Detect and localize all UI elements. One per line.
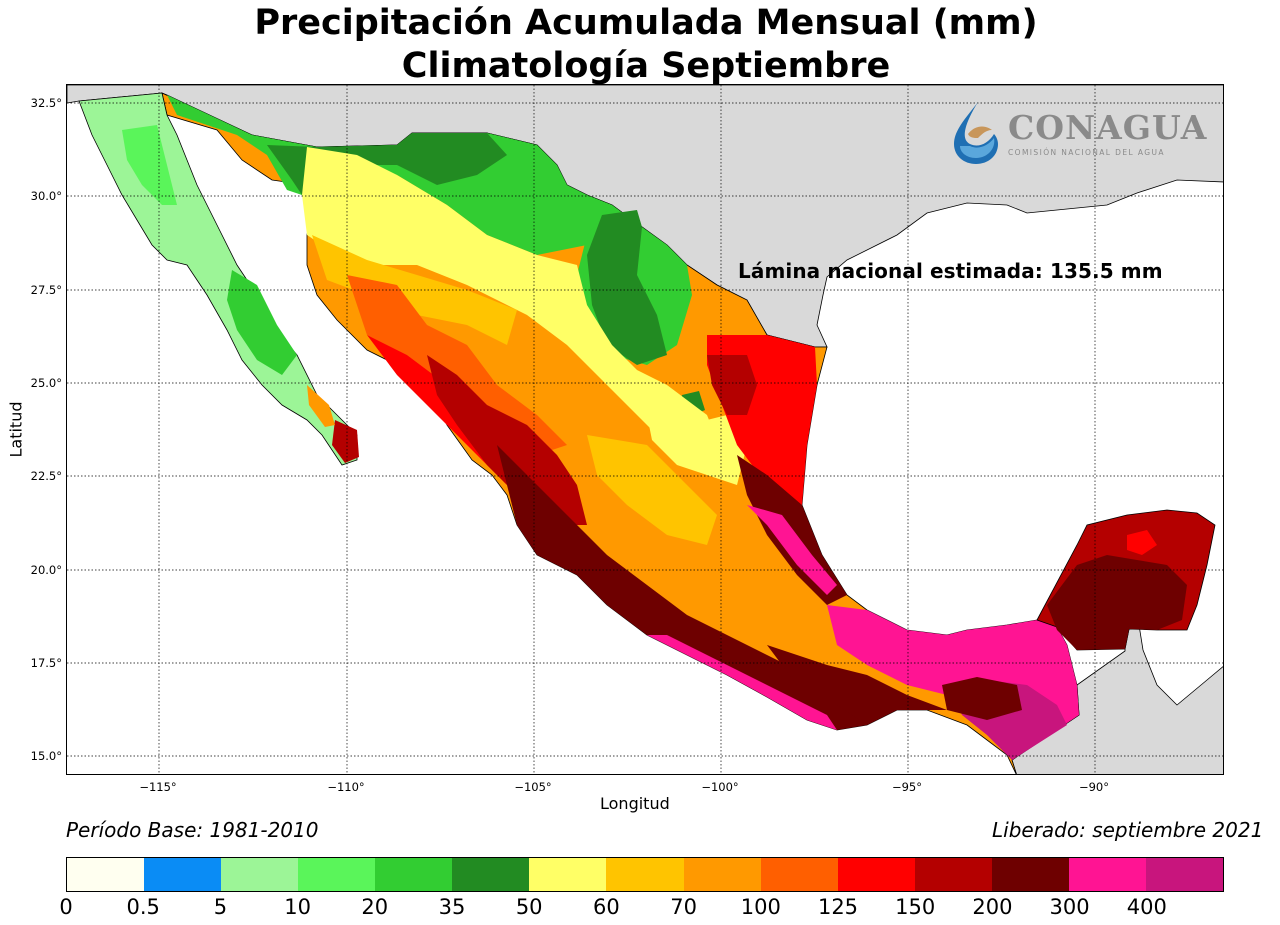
oaxaca-maroon-zone [767, 645, 947, 725]
lat-tick: 27.5° [30, 283, 62, 297]
colorbar-tick-label: 125 [817, 895, 859, 919]
colorbar-tick-label: 400 [1126, 895, 1167, 919]
colorbar-segment [1068, 858, 1146, 891]
colorbar-tick-label: 60 [593, 895, 620, 919]
chiapas-maroon-spot [942, 677, 1022, 720]
lat-tick: 17.5° [30, 656, 62, 670]
colorbar-segment [375, 858, 453, 891]
colorbar-tick-label: 70 [670, 895, 697, 919]
map-frame [66, 84, 1224, 775]
baja-south-dry [227, 270, 297, 375]
colorbar-segment [298, 858, 376, 891]
colorbar-segment [529, 858, 607, 891]
colorbar-segment [452, 858, 530, 891]
colorbar-segment [914, 858, 992, 891]
colorbar-segment [683, 858, 761, 891]
colorbar-segment [991, 858, 1069, 891]
colorbar-segment [837, 858, 915, 891]
lon-tick: −90° [1078, 780, 1110, 794]
colorbar-tick-label: 35 [438, 895, 466, 919]
colorbar-tick-label: 0 [59, 895, 73, 919]
yucatan-red-spot [1127, 530, 1157, 555]
logo-subtitle: COMISIÓN NACIONAL DEL AGUA [1008, 148, 1165, 157]
colorbar-tick-label: 200 [972, 895, 1013, 919]
sierra-madre-orange [347, 275, 567, 455]
conagua-water-drop-logo-icon [954, 102, 998, 164]
lon-tick: −110° [327, 780, 365, 794]
central-plateau-yellow [647, 415, 747, 485]
gulf-darkred-zone [707, 355, 757, 415]
lon-tick: −115° [139, 780, 177, 794]
y-axis-label: Latitud [6, 401, 26, 458]
national-estimate-label: Lámina nacional estimada: 135.5 mm [738, 259, 1163, 283]
colorbar-segment [1145, 858, 1223, 891]
west-coast-maroon [497, 445, 867, 730]
colorbar-tick-label: 20 [361, 895, 389, 919]
sonora-darkgreen-band [267, 133, 507, 195]
guerrero-pink-zone [647, 635, 837, 730]
colorbar-segment [144, 858, 222, 891]
yucatan-maroon-zone [1047, 555, 1187, 650]
colorbar-tick-label: 100 [740, 895, 781, 919]
colorbar-segment [606, 858, 684, 891]
lon-tick: −95° [891, 780, 923, 794]
baja-wet-green [122, 125, 177, 205]
colorbar-tick-label: 5 [213, 895, 228, 919]
lat-tick: 30.0° [30, 189, 62, 203]
lon-tick: −105° [514, 780, 552, 794]
colorbar-tick-label: 0.5 [126, 895, 160, 919]
precipitation-map [67, 85, 1223, 774]
colorbar-legend [66, 857, 1224, 892]
baja-cabo-orange [307, 385, 335, 427]
logo-wordmark: CONAGUA [1008, 108, 1208, 147]
colorbar-segment [760, 858, 838, 891]
graticule [67, 85, 1223, 774]
lat-tick: 20.0° [30, 563, 62, 577]
chihuahua-yellow-zone [302, 147, 727, 475]
colorbar-tick-label: 10 [284, 895, 311, 919]
colorbar-segment [67, 858, 145, 891]
colorbar-segment [221, 858, 299, 891]
x-axis-label: Longitud [600, 794, 670, 813]
veracruz-pink-zone [747, 505, 837, 595]
coahuila-darkgreen-zone [587, 210, 667, 365]
release-date-label: Liberado: septiembre 2021 [992, 818, 1264, 842]
central-plateau-gold [587, 435, 717, 545]
colorbar-tick-label: 50 [515, 895, 543, 919]
lat-tick: 25.0° [30, 376, 62, 390]
chart-title-line1: Precipitación Acumulada Mensual (mm) [254, 3, 1038, 43]
colorbar-tick-label: 300 [1049, 895, 1090, 919]
lat-tick: 15.0° [30, 749, 62, 763]
chart-title-line2: Climatología Septiembre [401, 46, 891, 86]
lat-tick: 32.5° [30, 96, 62, 110]
sierra-madre-darkred [427, 355, 587, 525]
lat-tick: 22.5° [30, 469, 62, 483]
conagua-logo: CONAGUA COMISIÓN NACIONAL DEL AGUA [948, 100, 1208, 168]
lon-tick: −100° [701, 780, 739, 794]
baja-cabo-red [332, 420, 359, 463]
base-period-label: Período Base: 1981-2010 [66, 818, 319, 842]
colorbar-tick-label: 150 [895, 895, 936, 919]
